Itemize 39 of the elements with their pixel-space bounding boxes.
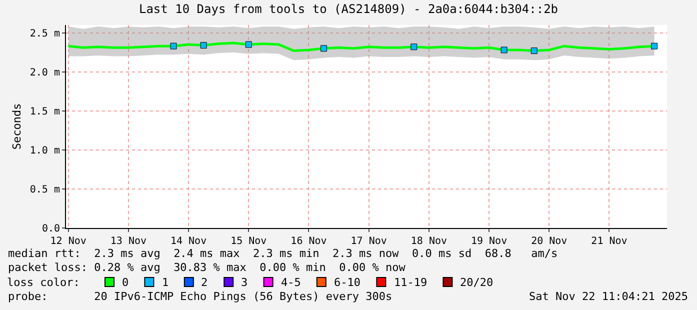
legend-label: 3 [241,276,248,289]
legend-label: 6-10 [334,276,360,289]
legend-label: 1 [162,276,169,289]
y-tick-label: 0.0 [42,224,60,234]
point [170,42,177,50]
x-tick-label: 15 Nov [230,236,267,247]
legend-label: 0 [122,276,129,289]
x-tick-label: 20 Nov [531,236,568,247]
point [530,48,538,54]
y-tick-label: 0.5 m [30,184,60,196]
legend-label: 11-19 [394,276,428,289]
point [200,42,207,49]
text: probe: 20 IPv6-ICMP Echo Pings (56 Bytes) every 300s [8,290,392,303]
text: packet loss: 0.28 % avg 30.83 % max 0.00 % min 0.00 % now [8,261,406,274]
point [410,44,418,50]
x-tick-label: 19 Nov [470,236,508,247]
text: median rtt: 2.3 ms avg 2.4 ms max 2.3 ms min 2.3 ms now 0.0 ms sd 68.8 am/s [8,247,558,260]
y-tick-label: 2.5 m [30,28,60,40]
legend-label: 20/20 [460,276,494,289]
legend-title: loss color: [7,276,80,289]
y-tick-label: 1.5 m [30,106,60,118]
x-tick-label: 13 Nov [110,236,147,247]
x-tick-label: 17 Nov [350,236,387,247]
point [651,42,658,50]
text: Sat Nov 22 11:04:21 2025 [529,290,688,303]
point [320,45,328,52]
chart-title: Last 10 Days from tools to (AS214809) - 2a0a:6044:b304::2b [138,2,558,16]
y-tick-label: 2.0 m [30,67,60,78]
x-tick-label: 14 Nov [170,236,207,247]
point [245,41,252,48]
x-tick-label: 18 Nov [410,236,448,247]
x-tick-label: 21 Nov [591,236,628,247]
legend-label: 4-5 [281,276,301,289]
x-tick-label: 16 Nov [290,236,327,247]
y-axis-title: Seconds [10,103,24,150]
point [500,46,508,54]
y-tick-label: 1.0 m [30,145,60,156]
x-tick-label: 12 Nov [50,236,86,247]
legend-label: 2 [201,276,208,289]
